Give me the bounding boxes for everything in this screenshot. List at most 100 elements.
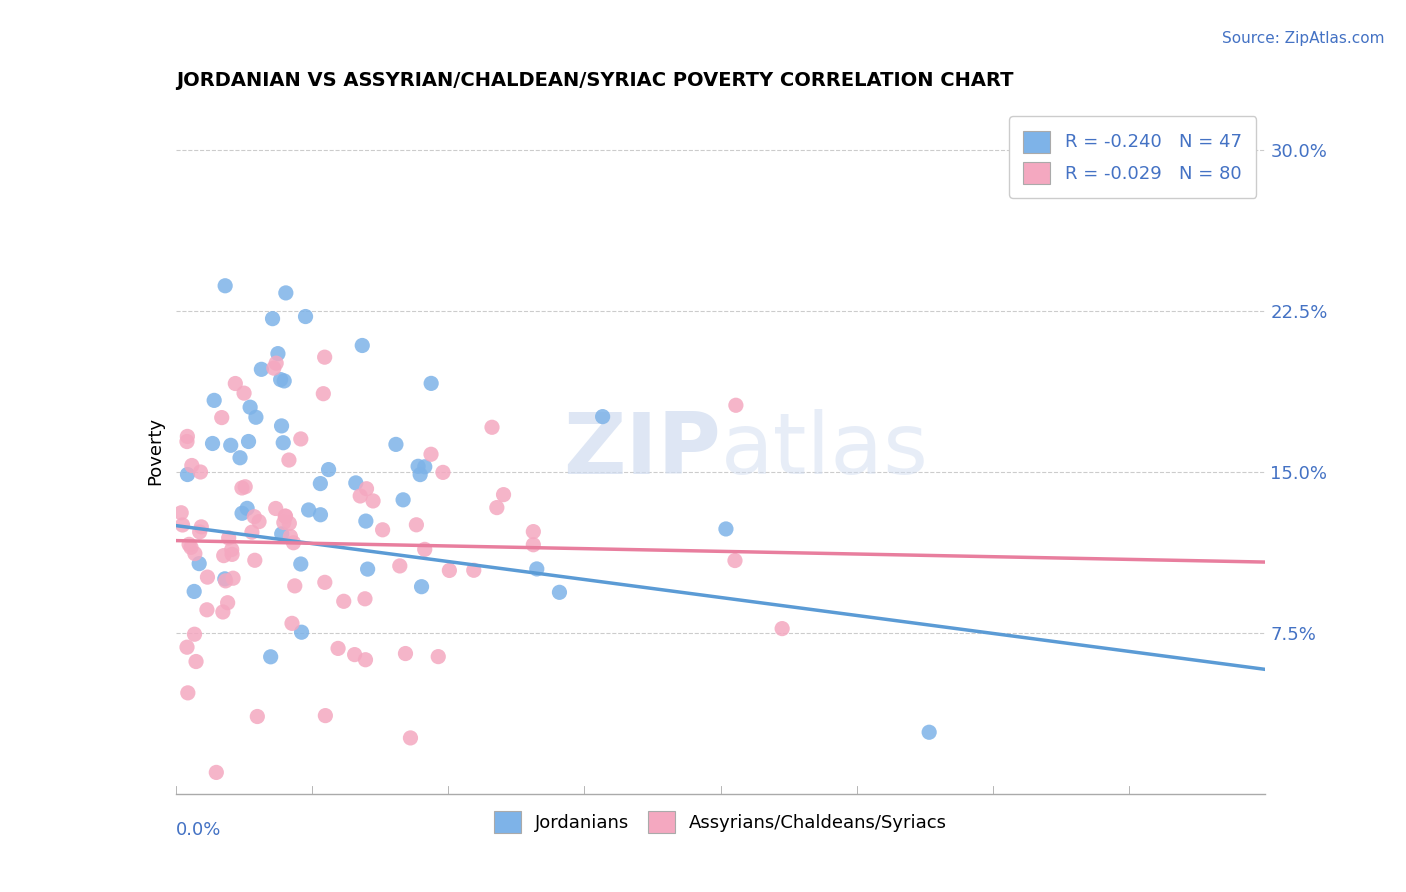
Point [270, 418, 292, 433]
Point [277, 453, 299, 467]
Point [314, 575, 336, 590]
Point [260, 649, 283, 664]
Point [218, 531, 240, 545]
Text: Source: ZipAtlas.com: Source: ZipAtlas.com [1222, 31, 1385, 46]
Point [406, 459, 429, 474]
Point [420, 447, 443, 461]
Point [176, 434, 198, 449]
Point [180, 541, 202, 555]
Point [526, 562, 548, 576]
Point [420, 376, 443, 391]
Point [413, 542, 436, 557]
Point [309, 476, 332, 491]
Point [283, 535, 305, 549]
Point [188, 557, 211, 571]
Point [463, 563, 485, 577]
Point [274, 509, 297, 524]
Point [239, 401, 262, 415]
Point [205, 765, 228, 780]
Point [263, 361, 285, 376]
Point [264, 501, 287, 516]
Point [344, 475, 367, 490]
Point [177, 686, 200, 700]
Point [229, 450, 252, 465]
Point [176, 429, 198, 443]
Point [439, 564, 461, 578]
Point [318, 462, 340, 476]
Point [394, 647, 416, 661]
Point [240, 525, 263, 540]
Point [270, 373, 292, 387]
Point [349, 489, 371, 503]
Point [294, 310, 316, 324]
Point [592, 409, 614, 424]
Point [221, 542, 243, 557]
Point [172, 518, 194, 533]
Point [271, 435, 294, 450]
Point [352, 338, 374, 352]
Point [356, 482, 378, 496]
Point [314, 350, 336, 364]
Point [183, 627, 205, 641]
Point [290, 625, 312, 640]
Point [183, 584, 205, 599]
Point [245, 410, 267, 425]
Point [214, 572, 236, 586]
Point [247, 515, 270, 529]
Point [221, 547, 243, 561]
Point [411, 580, 433, 594]
Point [170, 506, 193, 520]
Point [195, 603, 218, 617]
Point [188, 524, 211, 539]
Point [238, 434, 260, 449]
Point [522, 538, 544, 552]
Point [231, 481, 253, 495]
Point [177, 537, 200, 551]
Point [202, 393, 225, 408]
Point [918, 725, 941, 739]
Point [314, 708, 336, 723]
Point [233, 386, 256, 401]
Point [481, 420, 503, 434]
Point [201, 436, 224, 450]
Point [413, 459, 436, 474]
Point [274, 285, 297, 300]
Point [714, 522, 737, 536]
Point [246, 709, 269, 723]
Point [197, 570, 219, 584]
Point [250, 362, 273, 376]
Point [354, 653, 377, 667]
Point [361, 494, 384, 508]
Legend: Jordanians, Assyrians/Chaldeans/Syriacs: Jordanians, Assyrians/Chaldeans/Syriacs [486, 804, 955, 839]
Text: 0.0%: 0.0% [176, 822, 221, 839]
Point [388, 558, 411, 573]
Point [770, 622, 793, 636]
Point [492, 488, 515, 502]
Point [724, 398, 747, 412]
Point [399, 731, 422, 745]
Point [356, 562, 378, 576]
Point [354, 514, 377, 528]
Point [211, 410, 233, 425]
Point [243, 509, 266, 524]
Point [405, 517, 427, 532]
Point [290, 557, 312, 571]
Point [180, 458, 202, 473]
Point [409, 467, 432, 482]
Point [724, 553, 747, 567]
Point [176, 640, 198, 655]
Point [548, 585, 571, 599]
Y-axis label: Poverty: Poverty [146, 417, 165, 484]
Point [262, 311, 284, 326]
Point [222, 571, 245, 585]
Point [522, 524, 544, 539]
Point [184, 547, 207, 561]
Point [190, 520, 212, 534]
Point [274, 509, 297, 524]
Point [236, 501, 259, 516]
Point [264, 356, 287, 370]
Point [278, 516, 301, 531]
Point [176, 467, 198, 482]
Point [280, 529, 302, 543]
Point [309, 508, 332, 522]
